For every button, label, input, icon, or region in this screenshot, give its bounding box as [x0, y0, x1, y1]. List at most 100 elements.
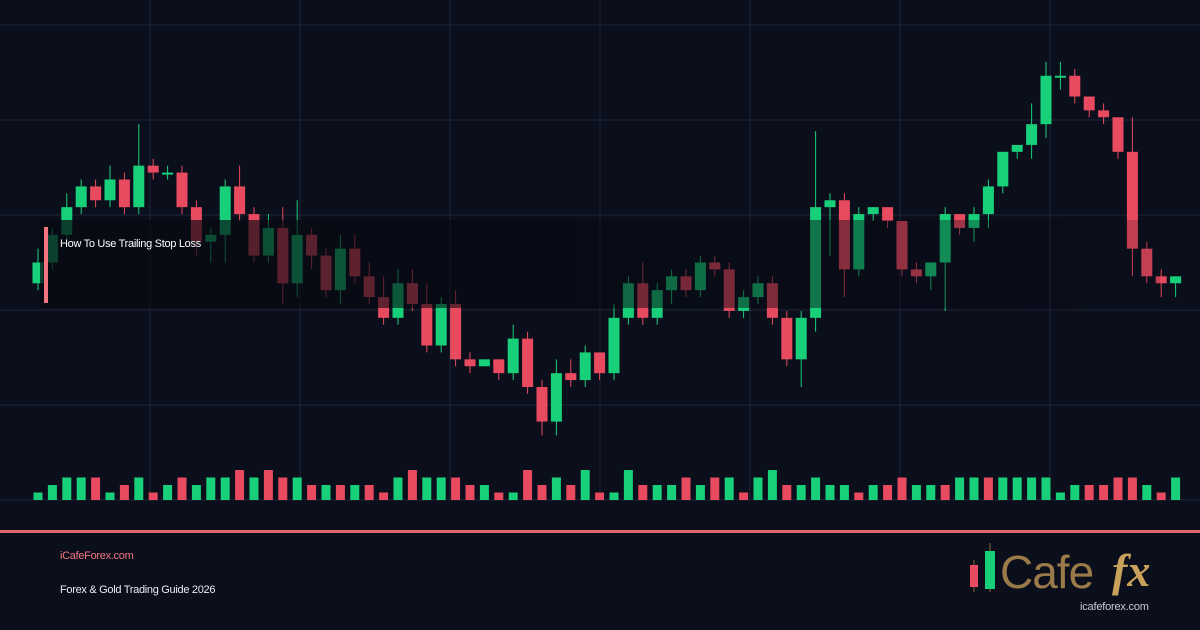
volume-bar	[623, 470, 633, 500]
volume-bar	[1142, 485, 1152, 500]
candle-body	[104, 179, 116, 201]
volume-bar	[955, 477, 965, 500]
candle-body	[867, 207, 879, 215]
volume-bar	[407, 470, 417, 500]
candle-body	[1026, 124, 1038, 145]
volume-bar	[465, 485, 475, 500]
volume-bar	[1113, 477, 1123, 500]
volume-bar	[983, 477, 993, 500]
candle-body	[1112, 117, 1124, 152]
logo-url: icafeforex.com	[1080, 601, 1149, 613]
candle-body	[507, 338, 519, 374]
volume-bar	[1171, 477, 1181, 500]
footer-site-link[interactable]: iCafeForex.com	[60, 550, 134, 562]
volume-bar	[782, 485, 792, 500]
logo-candles-icon	[970, 543, 995, 592]
logo-wordmark-cafe: Cafe	[1000, 546, 1093, 598]
volume-bar	[422, 477, 432, 500]
volume-bar	[537, 485, 547, 500]
volume-bar	[695, 485, 705, 500]
candle-body	[1083, 96, 1095, 111]
candle-body	[550, 373, 562, 422]
volume-bar	[451, 477, 461, 500]
volume-bar	[494, 492, 504, 500]
candle-body	[32, 262, 44, 284]
candle-body	[450, 304, 462, 360]
candle-body	[133, 165, 145, 208]
volume-bar	[191, 485, 201, 500]
volume-bar	[321, 485, 331, 500]
volume-bar	[263, 470, 273, 500]
volume-bar	[681, 477, 691, 500]
volume-bar	[523, 470, 533, 500]
volume-bar	[379, 492, 389, 500]
candle-body	[162, 172, 174, 175]
volume-bar	[998, 477, 1008, 500]
candle-body	[522, 338, 534, 387]
footer-divider	[0, 530, 1200, 533]
volume-bar	[206, 477, 216, 500]
volume-bar	[47, 485, 57, 500]
logo-wordmark-fx: fx	[1112, 545, 1150, 596]
volume-bar	[811, 477, 821, 500]
volume-bar	[350, 485, 360, 500]
candle-body	[1098, 110, 1110, 118]
volume-bar	[1027, 477, 1037, 500]
candle-body	[435, 304, 447, 346]
chart-title: How To Use Trailing Stop Loss	[60, 238, 201, 250]
candle-body	[1054, 75, 1066, 78]
volume-bar	[33, 492, 43, 500]
volume-bar	[940, 485, 950, 500]
volume-bar	[1099, 485, 1109, 500]
volume-bar	[969, 477, 979, 500]
candle-body	[997, 151, 1009, 187]
volume-bar	[595, 492, 605, 500]
volume-bar	[753, 477, 763, 500]
volume-bar	[91, 477, 101, 500]
volume-bar	[667, 485, 677, 500]
candle-body	[234, 186, 246, 215]
candle-body	[1011, 144, 1023, 152]
title-band	[40, 220, 1160, 308]
candle-body	[1069, 75, 1081, 97]
volume-bar	[839, 485, 849, 500]
volume-bar	[710, 477, 720, 500]
candle-body	[1170, 276, 1182, 284]
candle-body	[176, 172, 188, 208]
volume-bar	[1127, 477, 1137, 500]
candle-body	[594, 352, 606, 374]
candle-body	[1126, 151, 1138, 249]
candle-body	[464, 359, 476, 367]
volume-bar	[278, 477, 288, 500]
candle-body	[824, 200, 836, 208]
candle-body	[478, 359, 490, 367]
volume-bar	[897, 477, 907, 500]
volume-bar	[220, 477, 230, 500]
volume-bar	[551, 477, 561, 500]
volume-bar	[1012, 477, 1022, 500]
volume-bar	[609, 492, 619, 500]
candle-body	[536, 387, 548, 422]
volume-bar	[235, 470, 245, 500]
volume-bar	[724, 477, 734, 500]
volume-bar	[854, 492, 864, 500]
volume-bar	[393, 477, 403, 500]
volume-bar	[76, 477, 86, 500]
volume-bar	[163, 485, 173, 500]
volume-bar	[652, 485, 662, 500]
volume-bar	[249, 477, 259, 500]
volume-bar	[796, 485, 806, 500]
candle-body	[1040, 75, 1052, 125]
volume-bar	[292, 477, 302, 500]
volume-bar	[148, 492, 158, 500]
volume-bar	[508, 492, 518, 500]
volume-bar	[479, 485, 489, 500]
volume-bar	[883, 485, 893, 500]
candle-body	[982, 186, 994, 215]
volume-bar	[1084, 485, 1094, 500]
volume-bar	[134, 477, 144, 500]
footer-guide-text: Forex & Gold Trading Guide 2026	[60, 584, 216, 596]
volume-bar	[926, 485, 936, 500]
candle-body	[147, 165, 159, 173]
